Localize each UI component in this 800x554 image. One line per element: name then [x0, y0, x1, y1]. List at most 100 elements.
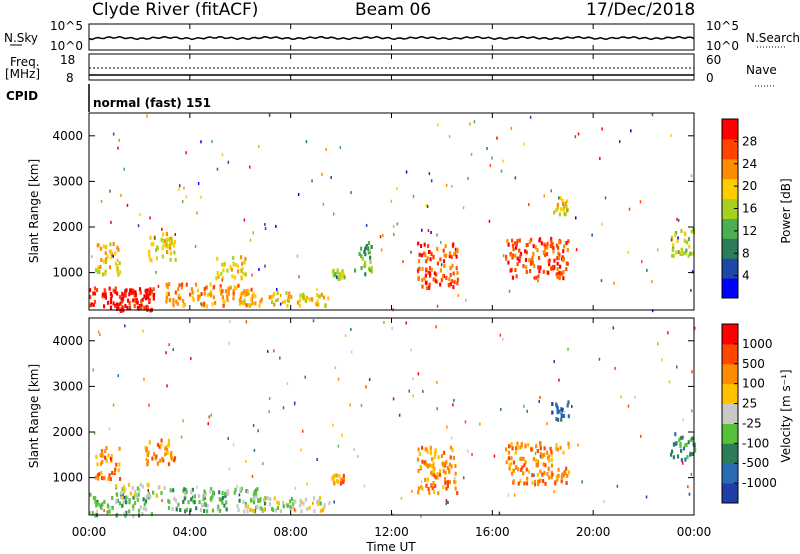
echo-cell — [178, 283, 181, 288]
echo-cell — [140, 301, 142, 304]
echo-cell — [124, 293, 127, 298]
echo-cell — [543, 242, 546, 247]
echo-cell — [89, 295, 92, 299]
echo-cell — [360, 246, 363, 251]
echo-cell — [149, 216, 151, 220]
echo-cell — [110, 297, 113, 301]
echo-cell — [668, 380, 671, 384]
echo-cell — [531, 473, 534, 478]
echo-cell — [555, 272, 558, 277]
echo-cell — [153, 292, 156, 297]
echo-cell — [556, 261, 559, 266]
echo-cell — [247, 303, 250, 308]
echo-cell — [550, 266, 553, 271]
echo-cell — [127, 482, 131, 487]
echo-cell — [514, 241, 517, 246]
echo-cell — [249, 303, 252, 308]
echo-cell — [161, 246, 164, 251]
echo-cell — [304, 299, 308, 303]
echo-cell — [522, 264, 525, 269]
echo-cell — [104, 455, 107, 460]
echo-cell — [364, 260, 367, 265]
echo-cell — [417, 490, 420, 495]
echo-cell — [527, 442, 530, 447]
echo-cell — [363, 484, 366, 488]
echo-cell — [126, 203, 129, 207]
echo-cell — [682, 418, 684, 422]
echo-cell — [161, 254, 164, 259]
echo-cell — [236, 504, 239, 509]
echo-cell — [149, 235, 152, 240]
echo-cell — [681, 435, 684, 440]
echo-cell — [342, 479, 345, 484]
echo-cell — [430, 252, 433, 256]
echo-cell — [137, 492, 140, 497]
echo-cell — [120, 491, 123, 496]
echo-cell — [510, 126, 513, 130]
echo-cell — [566, 474, 569, 478]
echo-cell — [292, 505, 295, 510]
echo-cell — [420, 480, 423, 484]
echo-cell — [688, 492, 691, 496]
echo-cell — [691, 370, 693, 374]
echo-cell — [104, 271, 107, 276]
echo-cell — [560, 412, 563, 417]
echo-cell — [532, 260, 535, 265]
echo-cell — [367, 241, 371, 246]
echo-cell — [616, 484, 619, 488]
echo-cell — [125, 500, 128, 505]
echo-cell — [229, 265, 232, 270]
echo-cell — [423, 242, 426, 247]
echo-cell — [601, 127, 603, 131]
echo-cell — [416, 268, 419, 273]
nsearch-tick-top: 10^5 — [706, 19, 739, 33]
echo-cell — [672, 442, 676, 447]
echo-cell — [239, 292, 242, 297]
echo-cell — [562, 202, 565, 207]
echo-cell — [479, 422, 481, 426]
echo-cell — [231, 274, 234, 279]
echo-cell — [562, 276, 565, 281]
echo-cell — [110, 293, 113, 298]
echo-cell — [183, 496, 186, 501]
echo-cell — [116, 267, 119, 272]
echo-cell — [556, 267, 559, 271]
echo-cell — [333, 500, 335, 504]
echo-cell — [428, 172, 431, 176]
echo-cell — [293, 508, 296, 512]
echo-cell — [528, 239, 531, 244]
echo-cell — [421, 486, 424, 491]
echo-cell — [116, 245, 119, 250]
echo-cell — [96, 243, 99, 248]
echo-cell — [442, 259, 446, 264]
echo-cell — [206, 292, 209, 297]
echo-cell — [194, 282, 198, 287]
echo-cell — [109, 242, 112, 247]
echo-cell — [341, 477, 344, 482]
echo-cell — [535, 275, 538, 280]
echo-cell — [128, 292, 131, 297]
echo-cell — [93, 291, 96, 296]
colorbar-tick-label: 28 — [742, 134, 757, 148]
echo-cell — [429, 257, 432, 262]
echo-cell — [149, 291, 152, 296]
echo-cell — [454, 463, 457, 468]
echo-cell — [106, 503, 109, 508]
echo-cell — [136, 486, 139, 491]
echo-cell — [120, 296, 123, 301]
echo-cell — [693, 326, 696, 330]
echo-cell — [558, 270, 561, 275]
echo-cell — [92, 291, 95, 296]
echo-cell — [360, 254, 363, 259]
echo-cell — [563, 410, 565, 414]
echo-cell — [512, 460, 516, 465]
echo-cell — [678, 438, 681, 443]
echo-cell — [550, 458, 553, 463]
echo-cell — [290, 295, 293, 299]
echo-cell — [470, 152, 473, 156]
nsky-tick-top: 10^5 — [50, 19, 83, 33]
echo-cell — [214, 300, 217, 305]
echo-cell — [442, 485, 445, 489]
echo-cell — [153, 236, 156, 240]
echo-cell — [146, 461, 149, 466]
